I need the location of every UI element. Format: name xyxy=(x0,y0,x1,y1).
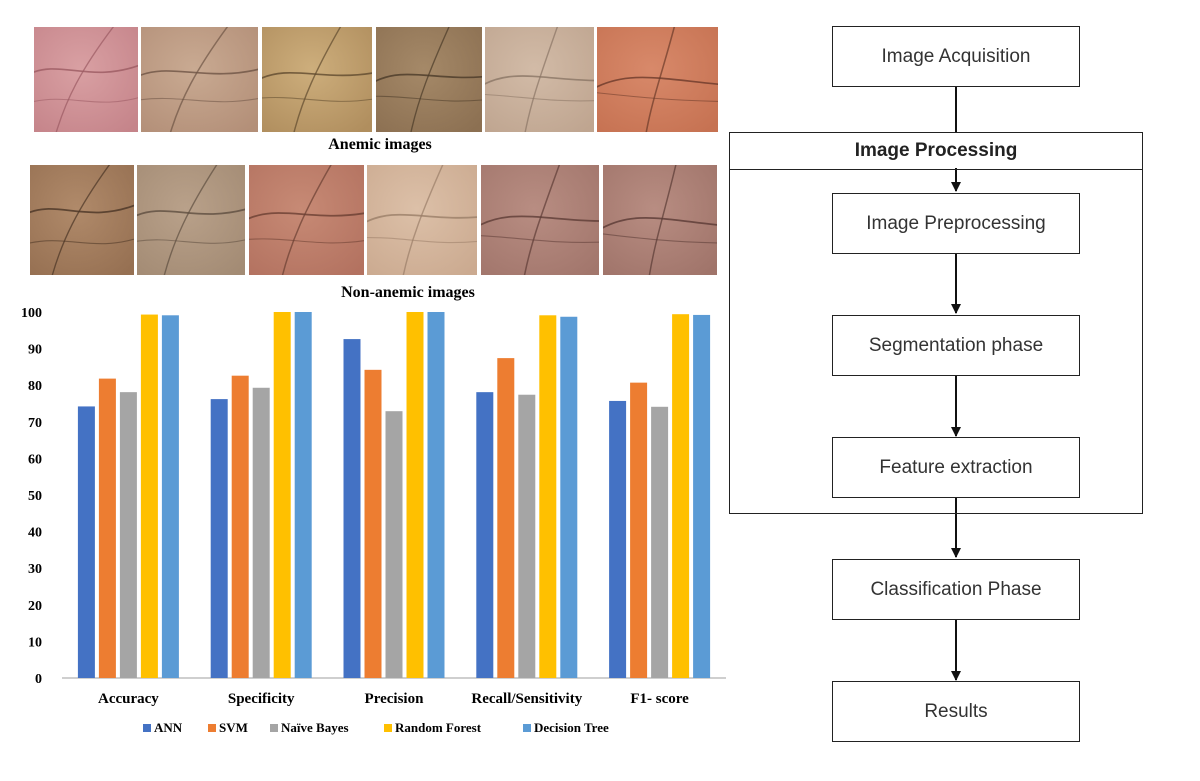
y-tick-label: 80 xyxy=(28,379,42,394)
y-tick-label: 40 xyxy=(28,526,42,541)
bar-ann-1 xyxy=(210,399,228,678)
results-label: Results xyxy=(924,700,988,722)
bar-decision-tree-2 xyxy=(427,312,445,678)
non-anemic-images-caption: Non-anemic images xyxy=(341,284,475,301)
segmentation-phase-label: Segmentation phase xyxy=(868,334,1044,356)
bar-random-forest-2 xyxy=(406,312,424,678)
legend-swatch xyxy=(523,724,531,732)
palm-non-anemic-1 xyxy=(30,165,134,275)
bar-decision-tree-0 xyxy=(161,315,179,678)
bar-svm-0 xyxy=(98,378,116,678)
results-box: Results xyxy=(832,681,1080,742)
palm-anemic-1 xyxy=(34,27,138,132)
image-preprocessing-box: Image Preprocessing xyxy=(832,193,1080,254)
bar-na-ve-bayes-2 xyxy=(385,411,403,678)
bar-random-forest-0 xyxy=(140,314,158,678)
legend-label: Decision Tree xyxy=(534,720,609,735)
classification-phase-box: Classification Phase xyxy=(832,559,1080,620)
bar-random-forest-1 xyxy=(273,312,291,678)
y-tick-label: 50 xyxy=(28,489,42,504)
image-preprocessing-label: Image Preprocessing xyxy=(866,212,1046,234)
x-tick-label: Specificity xyxy=(228,691,295,707)
bar-svm-3 xyxy=(497,358,515,678)
bar-svm-2 xyxy=(364,369,382,678)
bar-random-forest-3 xyxy=(539,315,557,678)
bar-ann-2 xyxy=(343,339,361,678)
bar-svm-4 xyxy=(630,382,648,678)
y-tick-label: 20 xyxy=(28,599,42,614)
palm-non-anemic-2 xyxy=(137,165,245,275)
bar-ann-3 xyxy=(476,392,494,678)
legend-label: ANN xyxy=(154,720,183,735)
classification-phase-label: Classification Phase xyxy=(870,578,1042,600)
feature-extraction-box: Feature extraction xyxy=(832,437,1080,498)
palm-non-anemic-5 xyxy=(481,165,599,275)
palm-non-anemic-6 xyxy=(603,165,717,275)
palm-anemic-4 xyxy=(376,27,482,132)
y-tick-label: 0 xyxy=(35,672,42,687)
bar-decision-tree-4 xyxy=(693,314,711,678)
legend-swatch xyxy=(143,724,151,732)
bar-decision-tree-1 xyxy=(294,312,312,678)
y-tick-label: 70 xyxy=(28,416,42,431)
y-tick-label: 100 xyxy=(21,306,42,321)
legend-label: SVM xyxy=(219,720,248,735)
y-tick-label: 90 xyxy=(28,343,42,358)
image-processing-title: Image Processing xyxy=(730,133,1142,170)
legend-label: Random Forest xyxy=(395,720,482,735)
bar-na-ve-bayes-0 xyxy=(119,392,137,678)
palm-anemic-5 xyxy=(485,27,594,132)
bar-svm-1 xyxy=(231,375,249,678)
segmentation-phase-box: Segmentation phase xyxy=(832,315,1080,376)
palm-anemic-3 xyxy=(262,27,372,132)
bar-ann-0 xyxy=(77,406,95,678)
performance-bar-chart: 0 10 20 30 40 50 60 70 80 90 100 Accuracy Specificit… xyxy=(21,306,726,735)
y-tick-label: 30 xyxy=(28,562,42,577)
legend-swatch xyxy=(270,724,278,732)
bar-na-ve-bayes-3 xyxy=(518,394,536,678)
legend-swatch xyxy=(384,724,392,732)
bar-na-ve-bayes-4 xyxy=(651,406,669,678)
bar-decision-tree-3 xyxy=(560,316,578,678)
x-tick-label: F1- score xyxy=(630,691,689,707)
legend-label: Naïve Bayes xyxy=(281,720,349,735)
x-tick-label: Recall/Sensitivity xyxy=(471,691,582,707)
image-acquisition-label: Image Acquisition xyxy=(881,45,1031,67)
palm-anemic-2 xyxy=(141,27,258,132)
legend-swatch xyxy=(208,724,216,732)
x-tick-label: Precision xyxy=(365,691,425,707)
image-acquisition-box: Image Acquisition xyxy=(832,26,1080,87)
image-processing-group: Image Processing xyxy=(729,132,1143,514)
palm-non-anemic-4 xyxy=(367,165,477,275)
bar-ann-4 xyxy=(609,400,627,678)
palm-anemic-6 xyxy=(597,27,718,132)
x-tick-label: Accuracy xyxy=(98,691,159,707)
y-tick-label: 10 xyxy=(28,635,42,650)
bar-random-forest-4 xyxy=(672,314,690,678)
y-tick-label: 60 xyxy=(28,452,42,467)
feature-extraction-label: Feature extraction xyxy=(879,456,1033,478)
palm-non-anemic-3 xyxy=(249,165,364,275)
anemic-images-caption: Anemic images xyxy=(328,136,432,153)
bar-na-ve-bayes-1 xyxy=(252,387,270,678)
